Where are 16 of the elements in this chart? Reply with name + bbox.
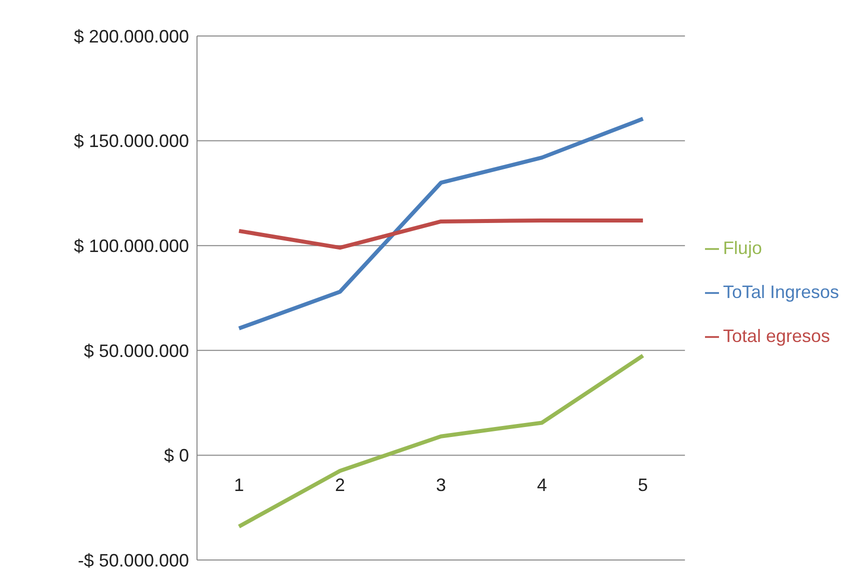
legend-label: ToTal Ingresos: [722, 282, 839, 302]
y-tick-label: $ 100.000.000: [74, 236, 189, 256]
line-series: [237, 116, 645, 330]
y-tick-label: $ 200.000.000: [74, 26, 189, 46]
x-tick-label: 2: [334, 475, 345, 496]
x-tick-label: 1: [234, 475, 244, 496]
y-tick-label: -$ 50.000.000: [78, 550, 189, 570]
y-tick-label: $ 50.000.000: [84, 340, 189, 361]
y-tick-label: $ 150.000.000: [74, 131, 189, 152]
x-tick-label: 4: [536, 475, 547, 496]
y-tick-label: $ 0: [164, 446, 189, 466]
legend-label: Total egresos: [722, 326, 830, 346]
line-series: [237, 218, 645, 250]
x-tick-label: 5: [638, 475, 648, 496]
x-tick-label: 3: [436, 475, 446, 496]
legend-label: Flujo: [722, 238, 762, 258]
